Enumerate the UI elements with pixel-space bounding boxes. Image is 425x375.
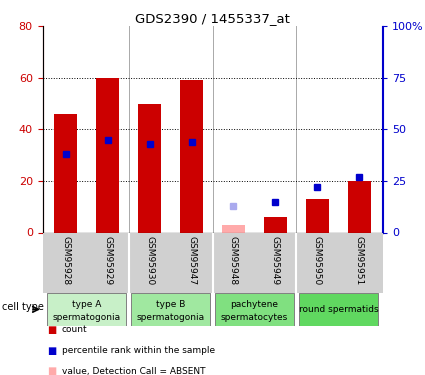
Text: GSM95928: GSM95928 [61,236,70,285]
Bar [222,225,245,232]
Text: GSM95947: GSM95947 [187,236,196,285]
Title: GDS2390 / 1455337_at: GDS2390 / 1455337_at [135,12,290,25]
Text: ■: ■ [47,366,56,375]
Text: spermatogonia: spermatogonia [136,314,204,322]
Bar [306,199,329,232]
Text: cell type: cell type [2,303,44,312]
Text: GSM95948: GSM95948 [229,236,238,285]
Bar [215,293,295,326]
Bar [264,217,287,232]
Bar [130,293,210,326]
Bar [348,181,371,232]
Text: type B: type B [156,300,185,309]
Bar [47,293,127,326]
Text: GSM95929: GSM95929 [103,236,112,285]
Text: percentile rank within the sample: percentile rank within the sample [62,346,215,355]
Text: count: count [62,326,87,334]
Text: GSM95950: GSM95950 [313,236,322,285]
Bar [298,293,378,326]
Bar [180,80,203,232]
Text: value, Detection Call = ABSENT: value, Detection Call = ABSENT [62,367,205,375]
Text: spermatocytes: spermatocytes [221,314,288,322]
Text: spermatogonia: spermatogonia [53,314,121,322]
Bar [138,104,161,232]
Text: ■: ■ [47,346,56,355]
Text: round spermatids: round spermatids [299,305,378,314]
Text: pachytene: pachytene [230,300,278,309]
Text: GSM95951: GSM95951 [355,236,364,285]
Text: ■: ■ [47,325,56,335]
Bar [96,78,119,232]
Text: GSM95930: GSM95930 [145,236,154,285]
Text: GSM95949: GSM95949 [271,236,280,285]
Bar [54,114,77,232]
Text: type A: type A [72,300,101,309]
